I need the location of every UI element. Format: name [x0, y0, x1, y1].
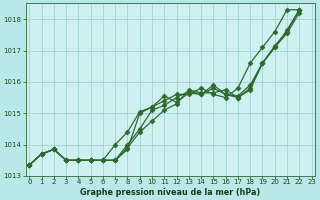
X-axis label: Graphe pression niveau de la mer (hPa): Graphe pression niveau de la mer (hPa) [80, 188, 260, 197]
